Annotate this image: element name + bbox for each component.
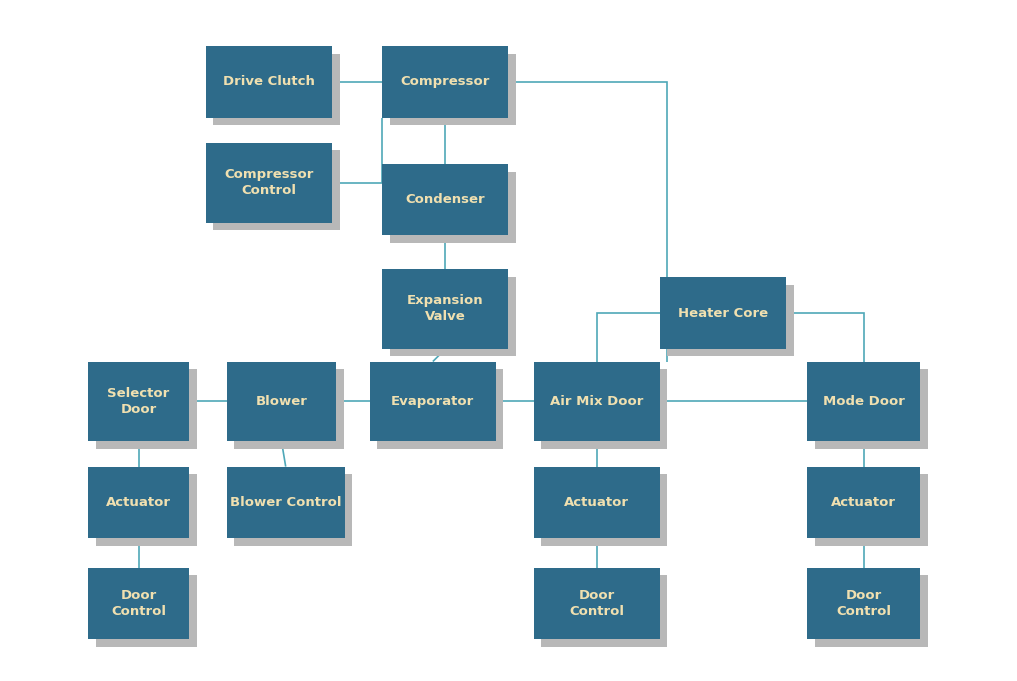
Text: Blower Control: Blower Control <box>230 496 342 509</box>
Text: Actuator: Actuator <box>564 496 630 509</box>
FancyBboxPatch shape <box>227 466 345 538</box>
FancyBboxPatch shape <box>667 285 793 356</box>
FancyBboxPatch shape <box>227 362 337 441</box>
FancyBboxPatch shape <box>534 567 660 639</box>
Text: Actuator: Actuator <box>106 496 171 509</box>
Text: Actuator: Actuator <box>831 496 896 509</box>
FancyBboxPatch shape <box>235 474 352 545</box>
FancyBboxPatch shape <box>382 46 508 118</box>
FancyBboxPatch shape <box>806 567 920 639</box>
FancyBboxPatch shape <box>377 369 503 449</box>
FancyBboxPatch shape <box>815 474 929 545</box>
FancyBboxPatch shape <box>88 466 189 538</box>
FancyBboxPatch shape <box>390 276 516 356</box>
FancyBboxPatch shape <box>660 277 786 349</box>
FancyBboxPatch shape <box>96 474 196 545</box>
Text: Compressor: Compressor <box>401 76 490 89</box>
FancyBboxPatch shape <box>88 362 189 441</box>
FancyBboxPatch shape <box>534 466 660 538</box>
Text: Selector
Door: Selector Door <box>108 387 170 416</box>
FancyBboxPatch shape <box>205 46 332 118</box>
FancyBboxPatch shape <box>541 474 667 545</box>
FancyBboxPatch shape <box>214 54 340 125</box>
Text: Drive Clutch: Drive Clutch <box>223 76 315 89</box>
FancyBboxPatch shape <box>806 362 920 441</box>
FancyBboxPatch shape <box>541 575 667 646</box>
FancyBboxPatch shape <box>382 164 508 236</box>
Text: Heater Core: Heater Core <box>677 306 768 319</box>
FancyBboxPatch shape <box>96 575 196 646</box>
FancyBboxPatch shape <box>390 54 516 125</box>
FancyBboxPatch shape <box>815 575 929 646</box>
Text: Expansion
Valve: Expansion Valve <box>407 294 484 323</box>
FancyBboxPatch shape <box>214 151 340 230</box>
FancyBboxPatch shape <box>382 269 508 349</box>
FancyBboxPatch shape <box>96 369 196 449</box>
Text: Door
Control: Door Control <box>836 589 891 618</box>
FancyBboxPatch shape <box>370 362 496 441</box>
Text: Door
Control: Door Control <box>570 589 624 618</box>
Text: Compressor
Control: Compressor Control <box>224 168 313 197</box>
Text: Evaporator: Evaporator <box>392 395 475 408</box>
Text: Door
Control: Door Control <box>111 589 166 618</box>
FancyBboxPatch shape <box>205 143 332 223</box>
Text: Condenser: Condenser <box>406 193 485 206</box>
Text: Air Mix Door: Air Mix Door <box>550 395 644 408</box>
FancyBboxPatch shape <box>88 567 189 639</box>
FancyBboxPatch shape <box>815 369 929 449</box>
FancyBboxPatch shape <box>534 362 660 441</box>
FancyBboxPatch shape <box>806 466 920 538</box>
FancyBboxPatch shape <box>235 369 344 449</box>
FancyBboxPatch shape <box>541 369 667 449</box>
FancyBboxPatch shape <box>390 172 516 243</box>
Text: Blower: Blower <box>255 395 307 408</box>
Text: Mode Door: Mode Door <box>823 395 905 408</box>
